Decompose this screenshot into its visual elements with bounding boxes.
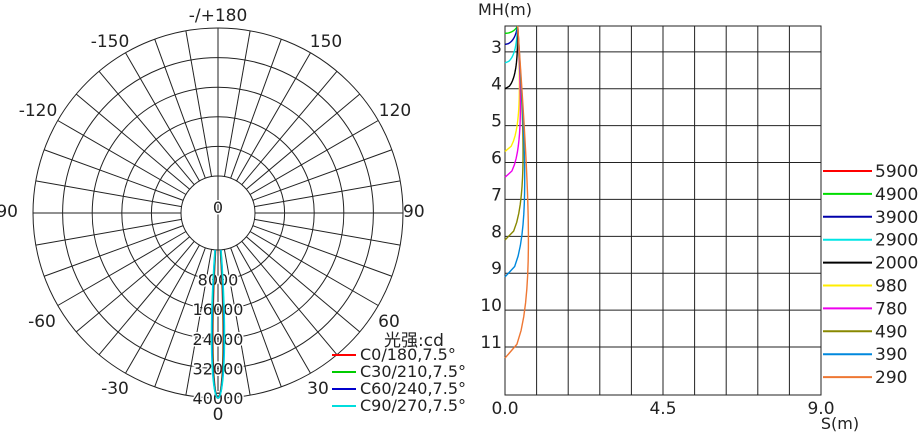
polar-radial-label: 0 (213, 198, 223, 217)
polar-grid-spoke (246, 93, 361, 190)
isolux-y-axis-label: MH(m) (478, 0, 532, 19)
polar-chart: -/+180 -150 150 -120 120 -90 90 -60 60 -30 30 0 0 800… (0, 6, 466, 425)
polar-angle-label: 30 (307, 379, 329, 399)
polar-angle-label: -120 (19, 101, 58, 121)
polar-grid-spoke (57, 231, 187, 306)
isolux-y-tick-label: 7 (491, 185, 502, 205)
polar-grid-spoke (125, 244, 200, 374)
polar-grid-spoke (236, 52, 311, 182)
polar-angle-label: -90 (0, 202, 18, 222)
polar-grid-spoke (230, 247, 282, 388)
isolux-legend-label: 290 (875, 368, 907, 388)
isolux-y-tick-label: 6 (491, 149, 502, 169)
polar-grid-spoke (254, 218, 401, 246)
polar-angle-label: -60 (28, 312, 56, 332)
polar-grid-spoke (125, 52, 200, 182)
polar-grid-spoke (236, 244, 311, 374)
isolux-y-tick-label: 8 (491, 222, 502, 242)
polar-legend-label: C30/210,7.5° (360, 362, 466, 381)
polar-series-curve (210, 249, 226, 399)
isolux-series-curve (504, 25, 526, 278)
isolux-y-tick-label: 11 (480, 333, 502, 353)
polar-legend-label: C90/270,7.5° (360, 396, 466, 415)
polar-grid-spoke (35, 218, 182, 246)
isolux-legend-label: 980 (875, 277, 907, 297)
polar-grid-spoke (43, 149, 184, 201)
polar-grid-spoke (246, 236, 361, 333)
polar-angle-label: 0 (213, 405, 224, 425)
polar-grid-spoke (57, 120, 187, 195)
polar-grid-spoke (98, 70, 195, 185)
polar-grid-spoke (252, 225, 393, 277)
isolux-x-tick-label: 9.0 (807, 399, 834, 419)
isolux-chart: 3 4 5 6 7 8 9 10 11 0.0 4.5 9.0 MH(m) S(m) 5900 4900 390… (478, 0, 918, 433)
isolux-legend-label: 2000 (875, 254, 918, 274)
polar-radial-label: 8000 (198, 271, 239, 290)
polar-grid-spoke (230, 38, 282, 179)
polar-grid-spoke (223, 30, 251, 177)
isolux-series-curve (504, 25, 530, 359)
isolux-y-tick-label: 4 (491, 75, 502, 95)
polar-grid-spoke (75, 236, 190, 333)
isolux-series-curve (504, 25, 522, 178)
polar-grid-spoke (43, 225, 184, 277)
polar-grid-spoke (185, 249, 213, 396)
isolux-x-axis-label: S(m) (821, 414, 859, 433)
polar-radial-label: 32000 (193, 359, 244, 378)
isolux-x-tick-label: 0.0 (491, 399, 518, 419)
polar-grid-spoke (154, 38, 206, 179)
polar-angle-label: -/+180 (189, 6, 248, 26)
polar-legend-label: C0/180,7.5° (360, 345, 456, 364)
polar-angle-label: 120 (379, 101, 411, 121)
polar-grid-spoke (98, 241, 195, 356)
polar-grid-spoke (254, 180, 401, 208)
polar-grid-spoke (241, 70, 338, 185)
isolux-y-tick-label: 3 (491, 38, 502, 58)
polar-legend-label: C60/240,7.5° (360, 379, 466, 398)
polar-grid-spoke (75, 93, 190, 190)
polar-grid-spoke (249, 120, 379, 195)
isolux-y-tick-label: 9 (491, 259, 502, 279)
isolux-legend-label: 3900 (875, 208, 918, 228)
polar-angle-label: 150 (310, 32, 342, 52)
isolux-legend-label: 2900 (875, 231, 918, 251)
polar-grid-spoke (35, 180, 182, 208)
polar-grid-spoke (185, 30, 213, 177)
polar-angle-label: 90 (403, 202, 425, 222)
polar-grid-spoke (223, 249, 251, 396)
polar-grid-spoke (241, 241, 338, 356)
polar-grid-spoke (249, 231, 379, 306)
polar-grid-spoke (154, 247, 206, 388)
polar-angle-label: 60 (378, 312, 400, 332)
polar-radial-label: 24000 (193, 330, 244, 349)
isolux-legend-label: 390 (875, 345, 907, 365)
isolux-legend-label: 5900 (875, 162, 918, 182)
isolux-legend-label: 4900 (875, 185, 918, 205)
polar-angle-label: -30 (101, 379, 129, 399)
isolux-legend-label: 490 (875, 322, 907, 342)
polar-radial-label: 16000 (193, 300, 244, 319)
isolux-legend-label: 780 (875, 299, 907, 319)
polar-grid-spoke (252, 149, 393, 201)
isolux-y-tick-label: 10 (480, 296, 502, 316)
polar-unit-label: 光强:cd (384, 331, 444, 351)
polar-angle-label: -150 (91, 32, 130, 52)
isolux-x-tick-label: 4.5 (649, 399, 676, 419)
isolux-y-tick-label: 5 (491, 112, 502, 132)
